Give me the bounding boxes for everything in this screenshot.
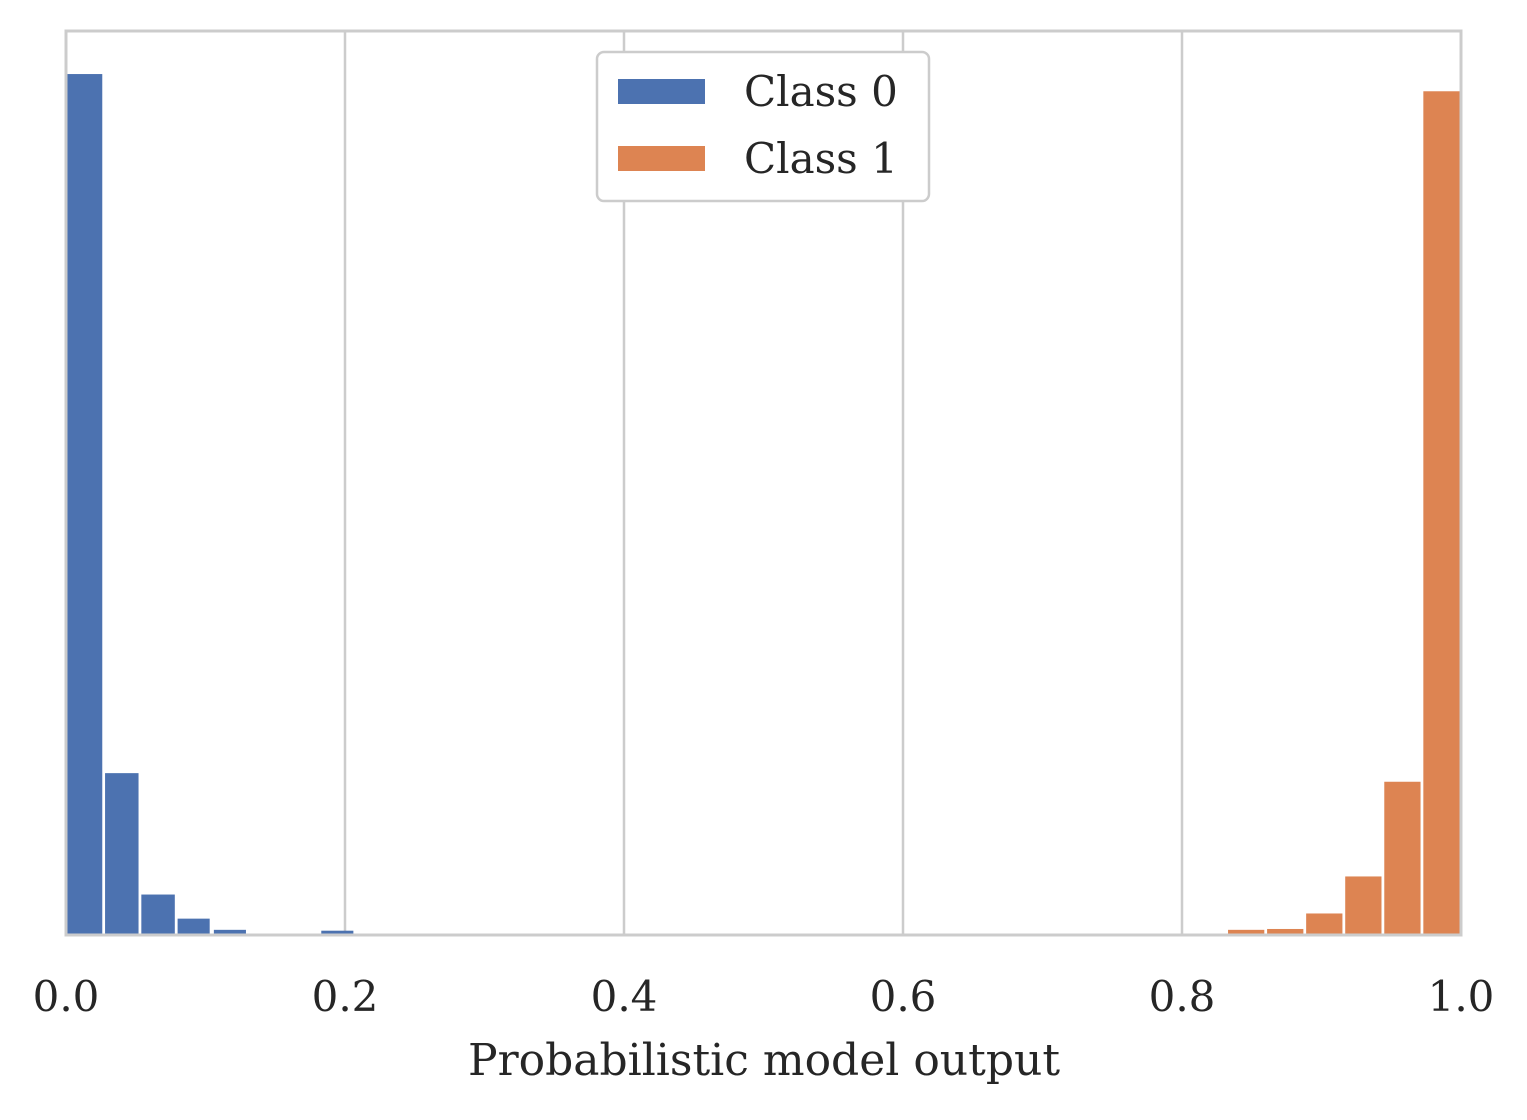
x-tick-label-2: 0.4 <box>591 972 658 1021</box>
x-tick-label-0: 0.0 <box>33 972 100 1021</box>
x-tick-label-1: 0.2 <box>312 972 379 1021</box>
plot-frame <box>64 29 1463 937</box>
bar-class-1-bin-3 <box>1345 876 1382 935</box>
bar-class-1-bin-2 <box>1306 913 1343 935</box>
legend-swatch-class-0 <box>618 79 705 104</box>
bar-class-0-bin-5 <box>321 930 354 935</box>
x-axis-label: Probabilistic model output <box>468 1035 1060 1086</box>
x-tick-label-3: 0.6 <box>870 972 937 1021</box>
x-tick-label-5: 1.0 <box>1428 972 1495 1021</box>
legend-label-class-0: Class 0 <box>744 67 898 116</box>
bars <box>66 74 1461 936</box>
legend-label-class-1: Class 1 <box>744 134 898 183</box>
bar-class-1-bin-0 <box>1228 929 1265 935</box>
bar-class-1-bin-4 <box>1384 781 1421 935</box>
legend-swatch-class-1 <box>618 146 705 171</box>
bar-class-1-bin-5 <box>1423 91 1461 936</box>
bar-class-0-bin-0 <box>66 74 103 936</box>
bar-class-1-bin-1 <box>1267 928 1304 935</box>
x-tick-labels: 0.0 0.2 0.4 0.6 0.8 1.0 <box>33 972 1495 1021</box>
bar-class-0-bin-2 <box>141 894 175 935</box>
bar-class-0-bin-4 <box>213 929 246 935</box>
legend: Class 0 Class 1 <box>595 50 931 203</box>
bar-class-0-bin-3 <box>177 918 210 935</box>
bar-class-0-bin-1 <box>105 773 139 935</box>
x-tick-label-4: 0.8 <box>1149 972 1216 1021</box>
